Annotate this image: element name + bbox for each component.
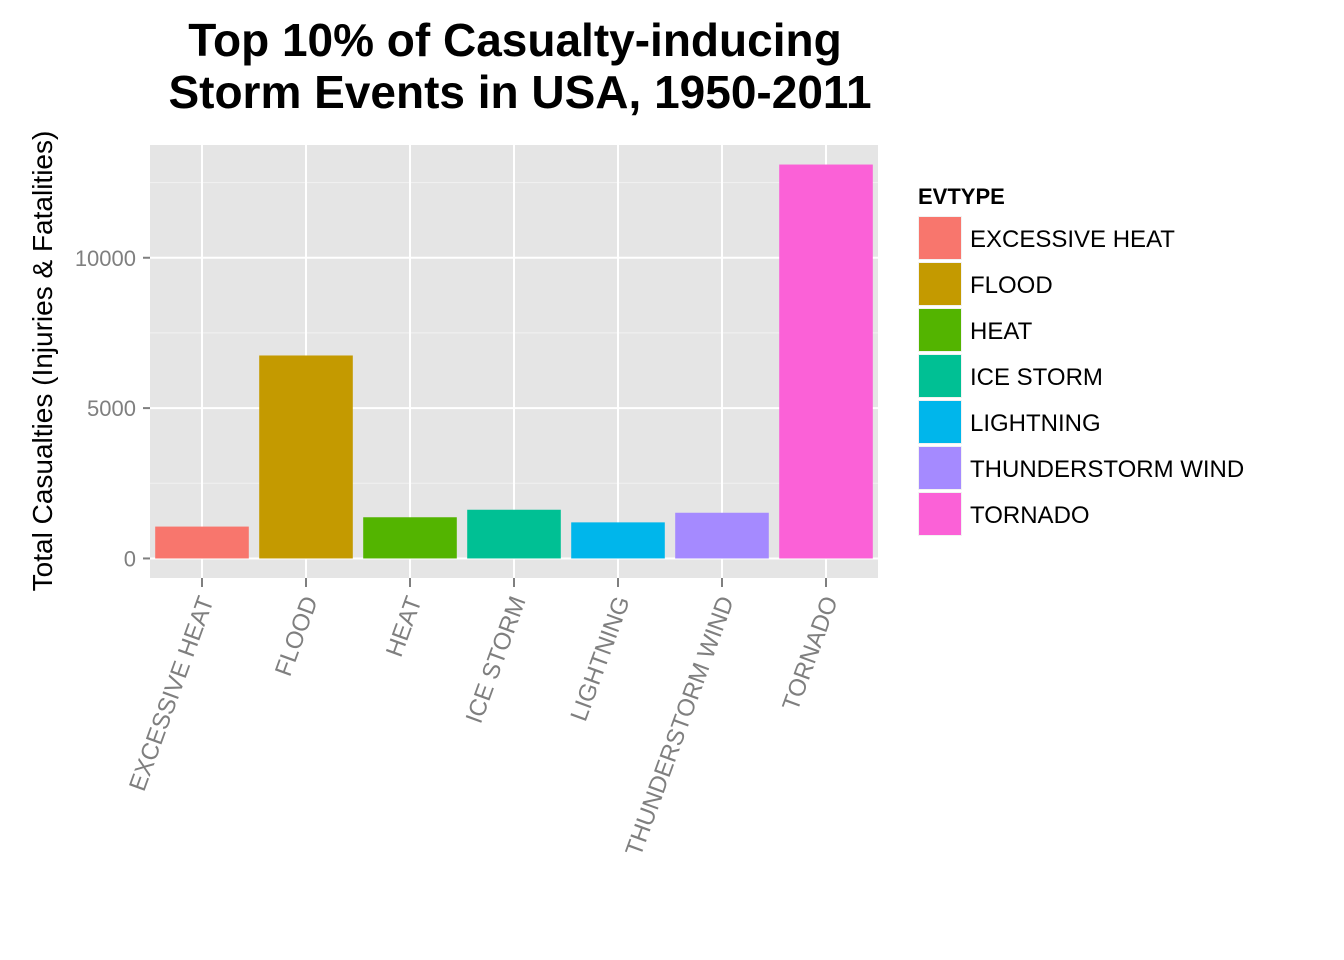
legend-swatch	[919, 401, 961, 443]
bar-excessive-heat	[155, 526, 249, 559]
legend-swatch	[919, 493, 961, 535]
x-tick-label: FLOOD	[270, 593, 324, 680]
chart-title-line-2: Storm Events in USA, 1950-2011	[168, 66, 871, 118]
legend-swatch	[919, 263, 961, 305]
x-tick-label: ICE STORM	[461, 593, 532, 727]
legend: EVTYPE EXCESSIVE HEAT FLOOD HEAT ICE STORM L…	[918, 184, 1244, 536]
x-axis: EXCESSIVE HEAT FLOOD HEAT ICE STORM LIGHTNIN…	[124, 578, 844, 860]
legend-entry-label: FLOOD	[970, 272, 1053, 299]
y-tick-label: 0	[124, 546, 136, 571]
legend-entry-label: ICE STORM	[970, 364, 1103, 391]
chart-title-line-1: Top 10% of Casualty-inducing	[188, 14, 841, 66]
legend-entry-label: TORNADO	[970, 502, 1090, 529]
bar-lightning	[571, 522, 665, 559]
legend-entry-label: LIGHTNING	[970, 410, 1101, 437]
y-axis: 0 5000 10000	[75, 246, 150, 571]
x-tick-label: EXCESSIVE HEAT	[124, 593, 220, 795]
legend-swatch	[919, 355, 961, 397]
legend-entry-label: EXCESSIVE HEAT	[970, 226, 1175, 253]
bar-thunderstorm-wind	[675, 512, 769, 559]
legend-entry-label: THUNDERSTORM WIND	[970, 456, 1244, 483]
bars	[155, 164, 873, 559]
x-tick-label: LIGHTNING	[566, 593, 636, 725]
x-tick-label: TORNADO	[777, 593, 843, 715]
legend-swatch	[919, 447, 961, 489]
x-tick-label: HEAT	[381, 593, 428, 661]
legend-title: EVTYPE	[918, 184, 1005, 209]
x-tick-label: THUNDERSTORM WIND	[620, 593, 739, 860]
y-tick-label: 10000	[75, 246, 136, 271]
bar-heat	[363, 517, 457, 559]
y-tick-label: 5000	[87, 396, 136, 421]
bar-tornado	[779, 164, 873, 559]
legend-swatch	[919, 217, 961, 259]
bar-ice-storm	[467, 509, 561, 559]
legend-entry-label: HEAT	[970, 318, 1033, 345]
legend-swatch	[919, 309, 961, 351]
y-axis-label: Total Casualties (Injuries & Fatalities)	[27, 131, 58, 592]
bar-flood	[259, 355, 353, 559]
